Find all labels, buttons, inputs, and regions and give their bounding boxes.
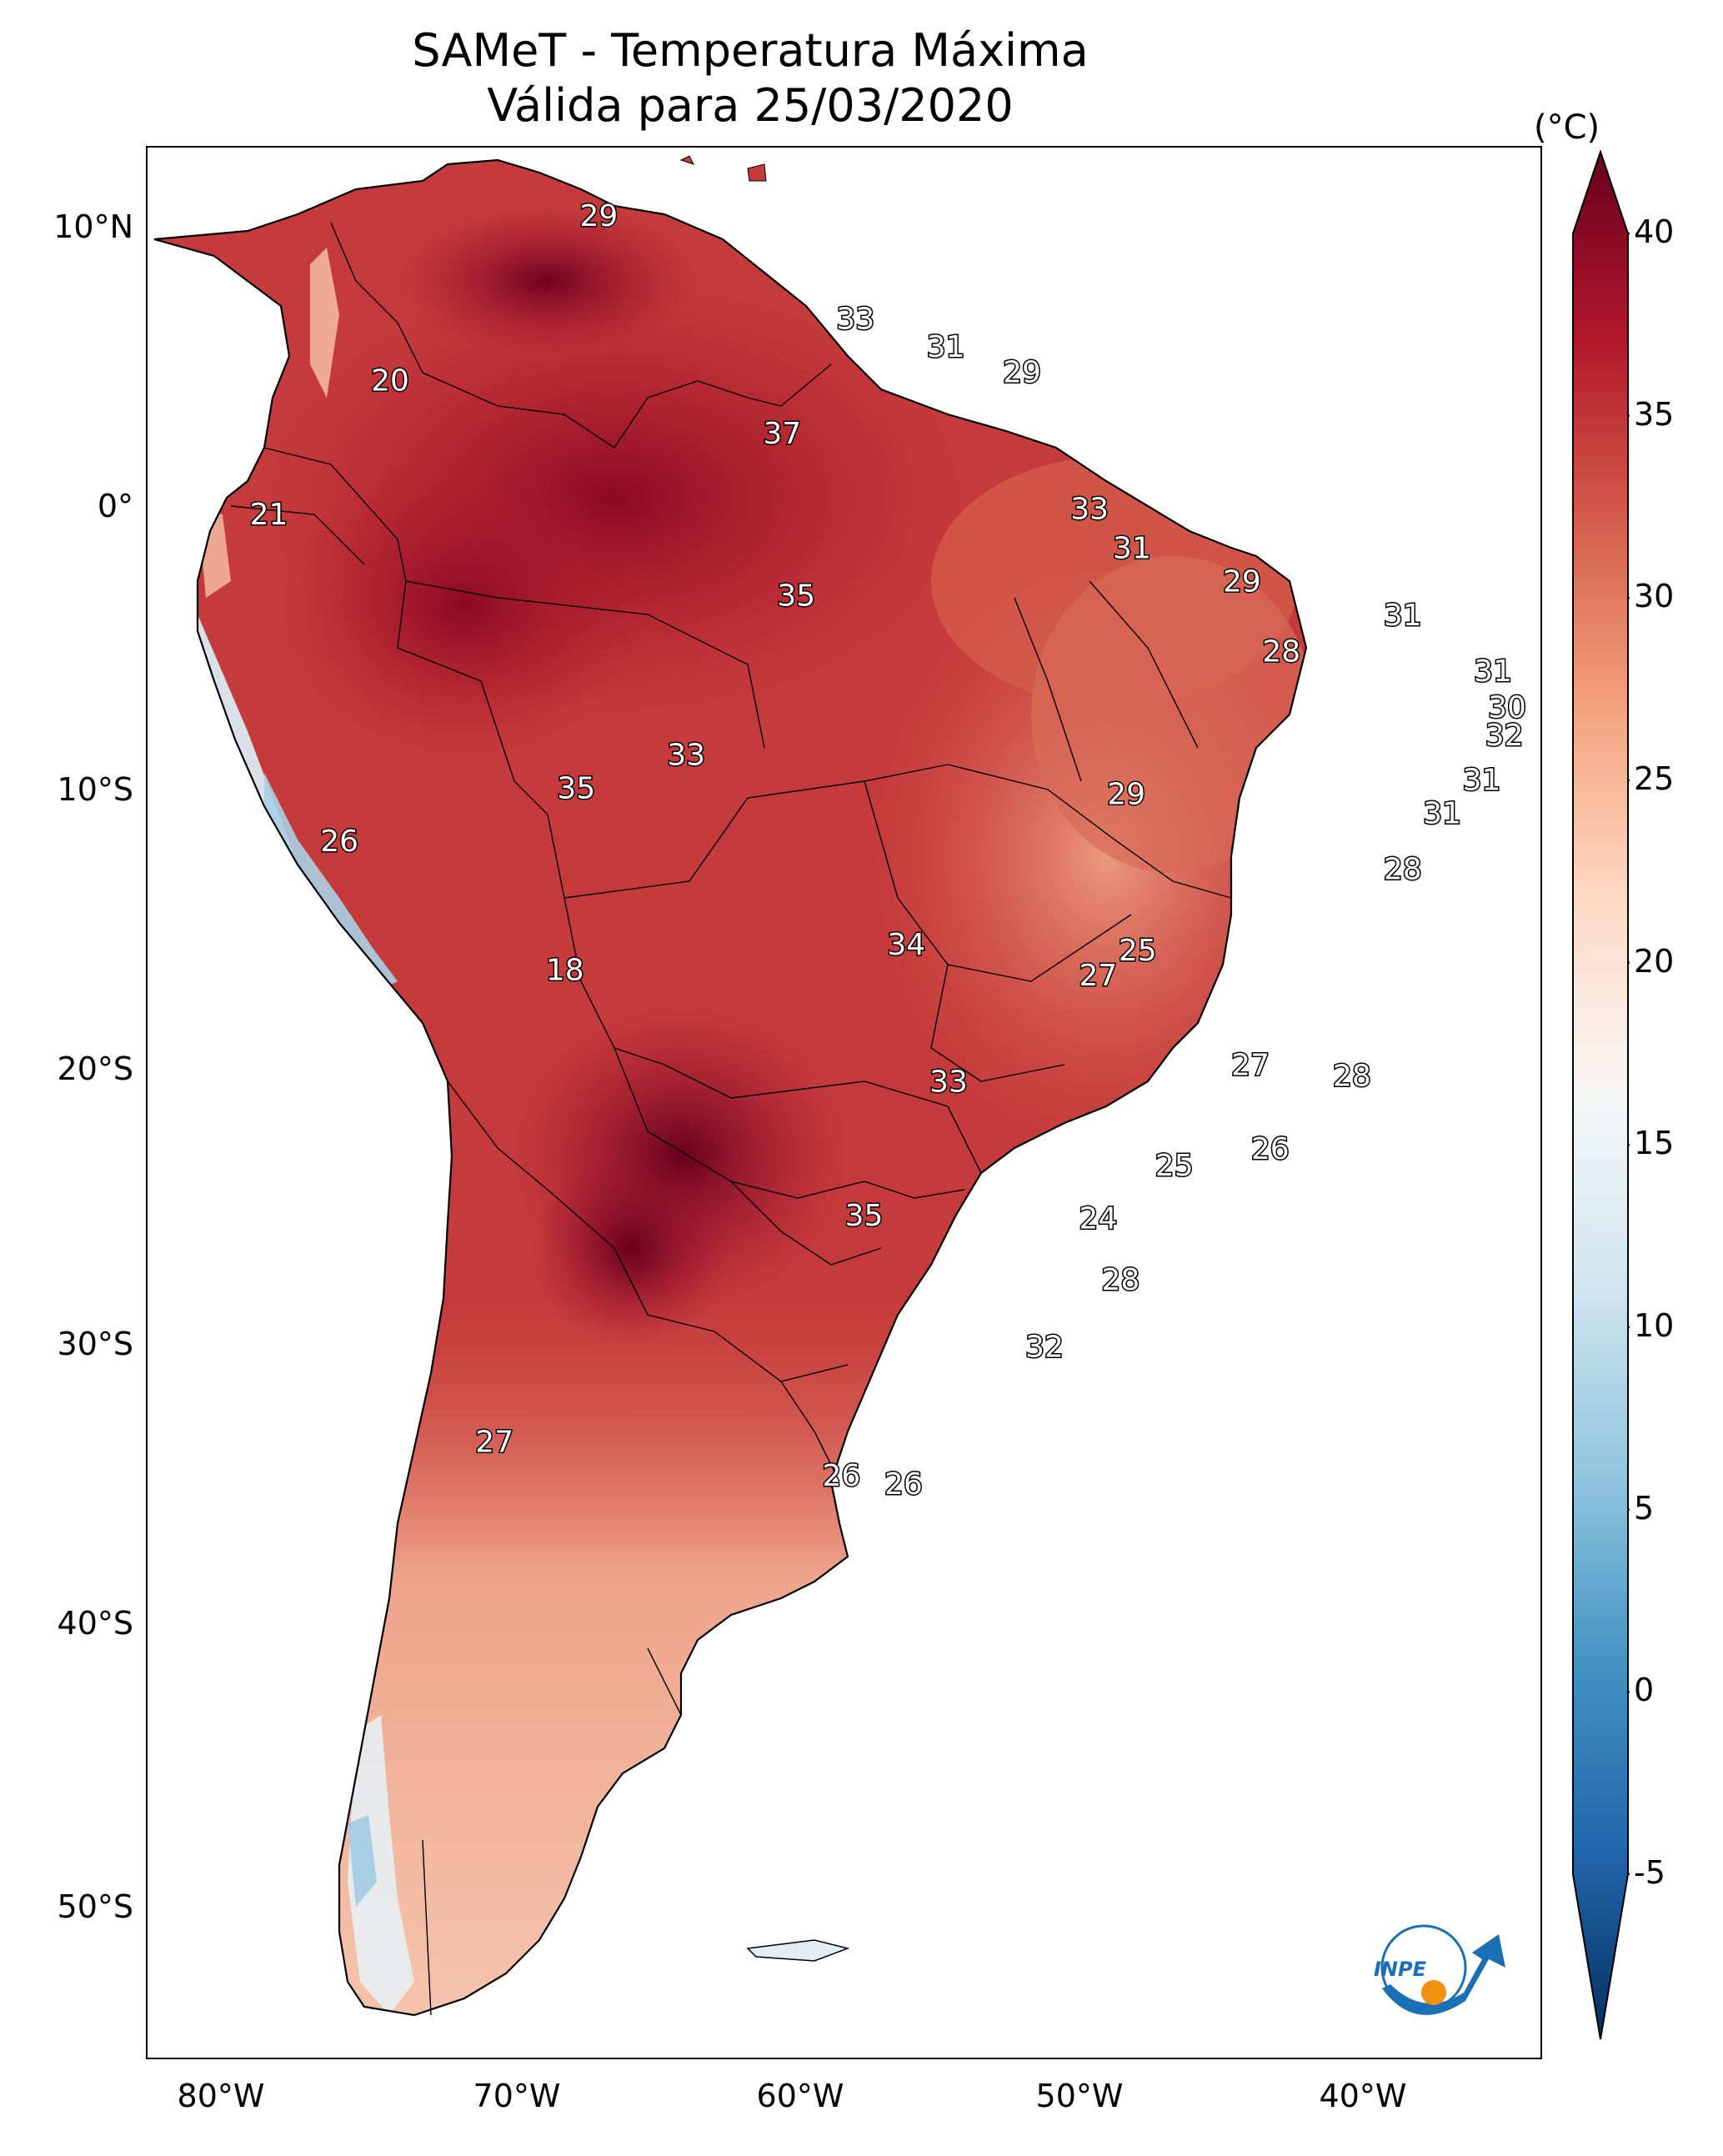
station-label: 37 bbox=[763, 417, 801, 451]
colorbar-tick-label: 20 bbox=[1634, 942, 1675, 980]
temperature-field bbox=[154, 206, 1306, 2015]
station-label: 35 bbox=[557, 772, 595, 806]
station-label: 28 bbox=[1102, 1263, 1140, 1297]
colorbar-tick-label: 5 bbox=[1634, 1489, 1655, 1527]
lat-tick-40s: 40°S bbox=[57, 1605, 133, 1642]
title-line-1: SAMeT - Temperatura Máxima bbox=[412, 24, 1089, 77]
station-label: 29 bbox=[1223, 565, 1261, 599]
lon-tick-60w: 60°W bbox=[756, 2078, 844, 2114]
colorbar-tick-label: 25 bbox=[1634, 760, 1675, 797]
title-line-2: Válida para 25/03/2020 bbox=[487, 79, 1014, 132]
station-label: 26 bbox=[1251, 1132, 1290, 1166]
station-label: 32 bbox=[1485, 719, 1524, 753]
station-label: 28 bbox=[1262, 634, 1300, 669]
colorbar-tick-label: 10 bbox=[1634, 1307, 1675, 1344]
station-label: 28 bbox=[1333, 1060, 1371, 1094]
map-area: 29 33 31 29 20 37 21 33 31 29 35 31 28 31 30 32 33 31 35 29… bbox=[146, 146, 1542, 2059]
station-label: 33 bbox=[667, 738, 705, 772]
lon-tick-40w: 40°W bbox=[1319, 2078, 1407, 2114]
station-label: 29 bbox=[1003, 355, 1041, 389]
station-label: 28 bbox=[1384, 853, 1422, 887]
station-label: 35 bbox=[845, 1199, 884, 1233]
falkland-islands bbox=[746, 1939, 850, 1962]
colorbar bbox=[1572, 150, 1630, 2040]
colorbar-tick-marks bbox=[1628, 233, 1630, 1875]
station-label: 29 bbox=[1107, 777, 1145, 811]
lon-tick-70w: 70°W bbox=[473, 2078, 561, 2114]
station-label: 30 bbox=[1488, 690, 1526, 725]
political-borders bbox=[230, 222, 1232, 2016]
station-label: 29 bbox=[580, 199, 619, 233]
station-label: 27 bbox=[1079, 959, 1117, 993]
colorbar-tick-label: -5 bbox=[1634, 1854, 1665, 1891]
colorbar-gradient bbox=[1572, 150, 1629, 2040]
station-label: 35 bbox=[777, 579, 815, 613]
inpe-logo: INPE bbox=[1374, 1924, 1505, 2015]
station-label: 31 bbox=[1423, 797, 1461, 831]
map-title: SAMeT - Temperatura Máxima Válida para 2… bbox=[0, 23, 1500, 133]
colorbar-tick-label: 40 bbox=[1634, 213, 1675, 250]
lat-tick-30s: 30°S bbox=[57, 1326, 133, 1362]
colorbar-tick-label: 35 bbox=[1634, 395, 1675, 433]
colorbar-tick-label: 30 bbox=[1634, 578, 1675, 615]
station-label: 33 bbox=[836, 303, 874, 337]
station-label: 21 bbox=[250, 498, 288, 532]
station-label: 31 bbox=[1463, 764, 1501, 798]
colorbar-unit: (°C) bbox=[1534, 108, 1600, 147]
station-label: 31 bbox=[1474, 654, 1512, 689]
station-label: 31 bbox=[927, 330, 965, 364]
station-label: 25 bbox=[1155, 1149, 1194, 1183]
station-label: 32 bbox=[1025, 1331, 1064, 1365]
station-label: 34 bbox=[887, 928, 925, 962]
logo-text: INPE bbox=[1374, 1958, 1427, 1981]
lon-tick-80w: 80°W bbox=[177, 2078, 265, 2114]
caribbean-islands bbox=[679, 155, 767, 182]
station-label: 26 bbox=[823, 1459, 861, 1493]
station-label: 31 bbox=[1113, 531, 1151, 565]
colorbar-tick-label: 15 bbox=[1634, 1125, 1675, 1162]
station-label: 18 bbox=[546, 953, 584, 987]
colorbar-tick-label: 0 bbox=[1634, 1672, 1655, 1709]
station-label: 31 bbox=[1384, 599, 1422, 633]
station-label: 26 bbox=[884, 1467, 923, 1502]
station-label: 27 bbox=[1231, 1048, 1270, 1082]
station-label: 24 bbox=[1079, 1202, 1117, 1236]
lat-tick-10s: 10°S bbox=[57, 771, 133, 808]
station-label: 20 bbox=[371, 364, 409, 398]
station-label: 26 bbox=[320, 825, 358, 859]
lat-tick-10n: 10°N bbox=[53, 208, 133, 245]
lon-tick-50w: 50°W bbox=[1035, 2078, 1124, 2114]
station-label: 33 bbox=[1070, 493, 1109, 527]
station-label: 33 bbox=[929, 1065, 968, 1099]
lat-tick-50s: 50°S bbox=[57, 1888, 133, 1925]
station-label: 27 bbox=[475, 1426, 513, 1460]
lat-tick-0: 0° bbox=[97, 488, 133, 524]
lat-tick-20s: 20°S bbox=[57, 1050, 133, 1087]
station-label: 25 bbox=[1119, 934, 1157, 968]
